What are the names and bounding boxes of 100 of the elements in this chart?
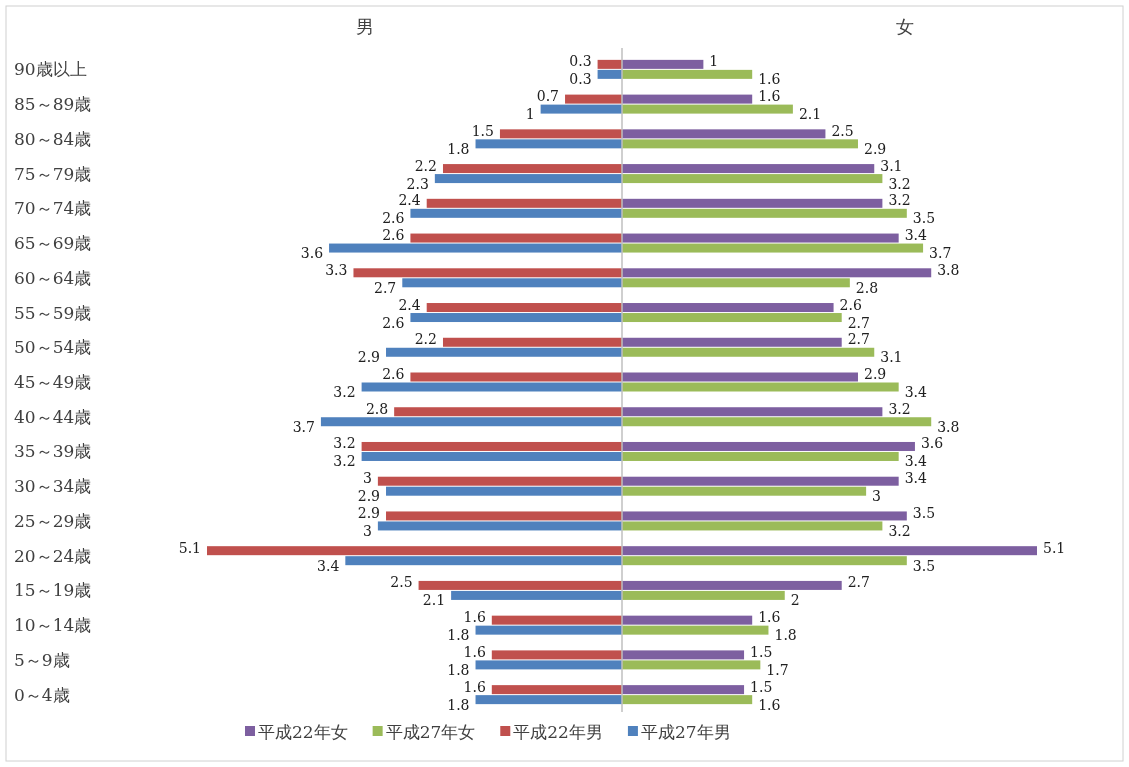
data-label: 2.9 [357,488,381,505]
data-label: 2.8 [365,400,389,417]
data-label: 2.3 [406,175,429,192]
y-tick-label: 90歳以上 [14,59,87,80]
data-label: 1.6 [758,71,781,88]
data-label: 1.5 [750,643,773,660]
data-label: 3 [872,488,882,505]
data-label: 2.1 [422,592,446,609]
data-label: 2.8 [855,279,879,296]
data-label: 3.1 [880,349,903,366]
data-label: 3.4 [904,470,928,487]
data-label: 2.9 [863,140,887,157]
y-tick-label: 10～14歳 [14,615,92,636]
data-label: 2.6 [382,210,405,227]
data-label: 1.5 [750,678,773,695]
data-label: 1.6 [758,609,781,626]
data-label: 3 [362,470,372,487]
y-tick-label: 80～84歳 [14,128,92,149]
data-label: 1.6 [758,696,781,713]
data-label: 3.5 [912,504,936,521]
y-tick-label: 60～64歳 [14,267,92,288]
bar [597,59,622,69]
data-label: 1.8 [447,696,470,713]
data-label: 0.7 [536,88,560,105]
data-label: 2.5 [390,574,413,591]
data-label: 2.4 [398,192,421,209]
data-label: 0.3 [569,71,592,88]
data-label: 1.5 [471,122,494,139]
data-label: 3 [362,522,372,539]
legend-label: 平成27年女 [385,722,476,742]
y-tick-label: 35～39歳 [14,441,92,462]
y-tick-label: 75～79歳 [14,163,92,184]
chart-title: 女 [896,16,914,37]
data-label: 5.1 [1043,539,1066,556]
data-label: 1.6 [463,678,486,695]
bar [597,69,622,79]
data-label: 2.6 [839,296,862,313]
data-label: 2.6 [382,227,405,244]
data-label: 1 [709,53,719,70]
y-tick-label: 85～89歳 [14,94,92,115]
data-label: 1.8 [447,140,470,157]
y-tick-label: 5～9歳 [14,649,70,670]
y-tick-label: 50～54歳 [14,337,92,358]
y-tick-label: 55～59歳 [14,302,92,323]
data-label: 1.6 [463,643,486,660]
y-tick-label: 30～34歳 [14,476,92,497]
data-label: 5.1 [178,539,201,556]
data-label: 3.8 [937,418,960,435]
data-label: 3.3 [325,261,348,278]
data-label: 1.7 [766,661,789,678]
data-label: 3.2 [333,435,356,452]
data-label: 2.1 [798,106,822,123]
data-label: 2.2 [414,157,437,174]
data-label: 1.6 [463,609,486,626]
data-label: 2.6 [382,366,405,382]
data-label: 2.9 [357,349,381,366]
y-tick-label: 40～44歳 [14,406,92,427]
data-label: 3.6 [920,435,944,452]
data-label: 2.7 [847,331,870,348]
data-label: 3.4 [904,227,928,244]
y-tick-label: 15～19歳 [14,580,92,601]
data-label: 1.8 [774,627,797,644]
data-label: 1 [525,106,535,123]
data-label: 3.4 [317,557,340,574]
chart-title: 男 [356,16,374,37]
data-label: 3.4 [904,453,928,470]
data-label: 3.2 [888,175,911,192]
data-label: 2 [790,592,800,609]
data-label: 2.7 [374,279,397,296]
y-tick-label: 45～49歳 [14,372,92,392]
data-label: 3.6 [300,245,324,262]
y-tick-label: 0～4歳 [14,684,70,705]
data-label: 3.2 [333,453,356,470]
data-label: 3.1 [880,157,903,174]
data-label: 3.7 [929,245,952,262]
data-label: 2.4 [398,296,421,313]
data-label: 2.9 [863,366,887,382]
data-label: 2.9 [357,504,381,521]
legend-label: 平成22年男 [513,722,603,742]
y-tick-label: 70～74歳 [14,198,92,219]
y-tick-label: 65～69歳 [14,233,92,254]
data-label: 2.5 [831,122,854,139]
data-label: 1.8 [447,661,470,678]
data-label: 3.5 [912,210,936,227]
data-label: 3.8 [937,261,960,278]
data-label: 2.7 [847,314,870,331]
y-tick-label: 25～29歳 [14,510,92,531]
data-label: 3.2 [888,400,911,417]
data-label: 2.7 [847,574,870,591]
data-label: 0.3 [569,53,592,70]
data-label: 2.6 [382,314,405,331]
data-label: 3.2 [888,522,911,539]
data-label: 2.2 [414,331,437,348]
y-tick-label: 20～24歳 [14,545,92,566]
legend-label: 平成27年男 [640,722,731,742]
legend-label: 平成22年女 [258,722,348,742]
data-label: 3.2 [333,384,356,400]
data-label: 3.2 [888,192,911,209]
data-label: 3.4 [904,384,928,400]
data-label: 3.5 [912,557,936,574]
